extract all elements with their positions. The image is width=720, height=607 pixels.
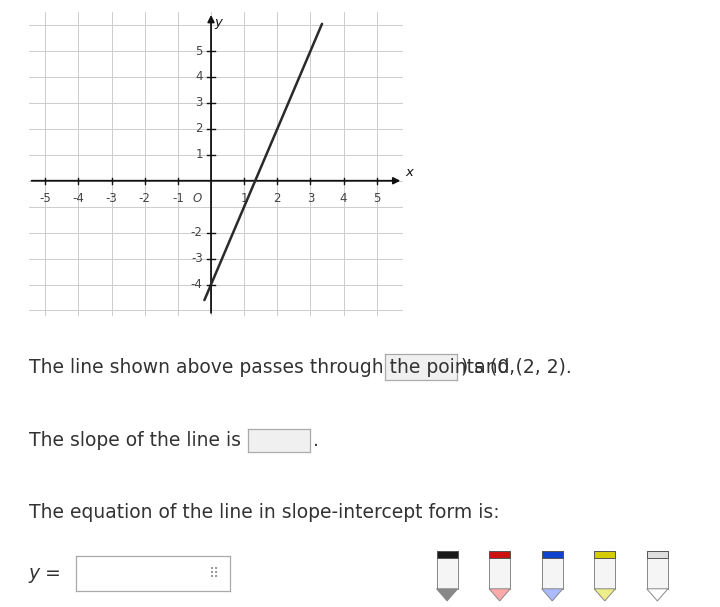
- Polygon shape: [647, 589, 668, 601]
- Polygon shape: [594, 551, 616, 558]
- Text: 2: 2: [274, 192, 281, 205]
- Polygon shape: [436, 551, 458, 589]
- Polygon shape: [436, 589, 458, 601]
- Text: -3: -3: [106, 192, 117, 205]
- Text: O: O: [192, 192, 202, 205]
- Text: The slope of the line is: The slope of the line is: [29, 430, 240, 450]
- Text: -2: -2: [139, 192, 150, 205]
- Text: -4: -4: [191, 278, 203, 291]
- Polygon shape: [647, 551, 668, 589]
- Text: The equation of the line in slope-intercept form is:: The equation of the line in slope-interc…: [29, 503, 500, 523]
- Text: 5: 5: [373, 192, 380, 205]
- Polygon shape: [541, 551, 563, 558]
- Polygon shape: [541, 551, 563, 589]
- Polygon shape: [489, 589, 510, 601]
- Text: ) and (2, 2).: ) and (2, 2).: [461, 358, 572, 377]
- Text: y: y: [215, 16, 222, 29]
- Text: -5: -5: [40, 192, 51, 205]
- Text: y =: y =: [29, 564, 62, 583]
- Text: -2: -2: [191, 226, 203, 239]
- Text: ⠿: ⠿: [210, 566, 220, 581]
- Text: 3: 3: [307, 192, 314, 205]
- Text: 4: 4: [340, 192, 347, 205]
- Text: 4: 4: [195, 70, 203, 84]
- Text: x: x: [405, 166, 413, 180]
- Text: 2: 2: [195, 123, 203, 135]
- Text: 1: 1: [240, 192, 248, 205]
- Text: 5: 5: [195, 44, 203, 58]
- Text: The line shown above passes through the points (0,: The line shown above passes through the …: [29, 358, 515, 377]
- Polygon shape: [647, 551, 668, 558]
- Text: 3: 3: [195, 97, 203, 109]
- Polygon shape: [594, 551, 616, 589]
- Text: -1: -1: [172, 192, 184, 205]
- Text: -4: -4: [73, 192, 84, 205]
- Polygon shape: [541, 589, 563, 601]
- Polygon shape: [489, 551, 510, 558]
- Text: 1: 1: [195, 148, 203, 161]
- Text: .: .: [313, 430, 319, 450]
- Polygon shape: [489, 551, 510, 589]
- Polygon shape: [594, 589, 616, 601]
- Text: -3: -3: [191, 252, 203, 265]
- Polygon shape: [436, 551, 458, 558]
